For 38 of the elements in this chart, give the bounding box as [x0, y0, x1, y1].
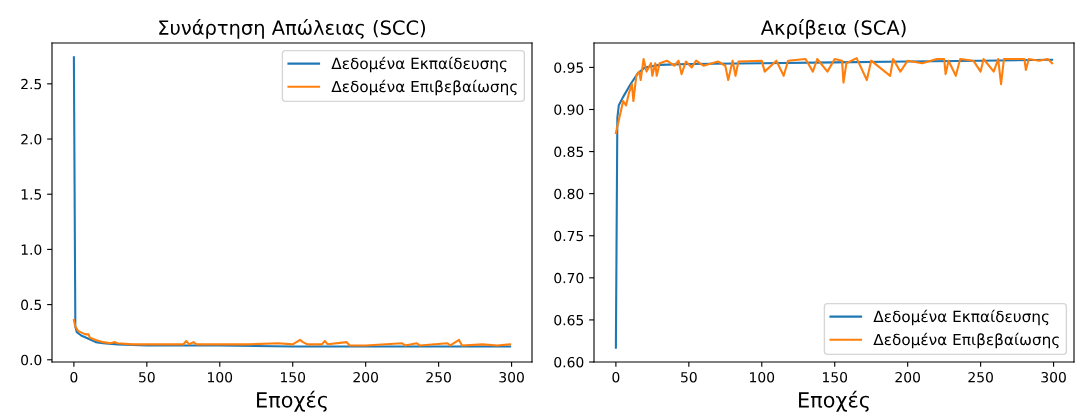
y-tick-label: 0.90: [554, 104, 584, 115]
legend-label: Δεδομένα Εκπαίδευσης: [873, 309, 1049, 326]
line-series: [614, 57, 1054, 135]
x-tick-label: 300: [1041, 371, 1066, 383]
legend-label: Δεδομένα Επιβεβαίωσης: [873, 332, 1059, 349]
y-tick-label: 0.85: [554, 146, 584, 158]
x-axis-title: Εποχές: [257, 390, 327, 412]
x-tick-label: 0: [612, 371, 620, 383]
x-tick-label: 300: [499, 371, 524, 383]
x-axis-title: Εποχές: [799, 390, 869, 412]
y-tick-label: 2.5: [21, 78, 42, 90]
legend-label: Δεδομένα Εκπαίδευσης: [331, 56, 507, 73]
y-tick-label: 0.0: [21, 354, 42, 366]
x-tick-label: 200: [353, 371, 379, 383]
y-tick-label: 0.75: [554, 230, 584, 242]
x-tick-label: 150: [281, 371, 306, 383]
line-series: [72, 319, 512, 347]
chart-title: Ακρίβεια (SCA): [760, 19, 906, 39]
x-tick-label: 250: [426, 371, 451, 383]
y-tick-label: 0.65: [554, 314, 584, 326]
x-tick-label: 150: [823, 371, 848, 383]
legend-label: Δεδομένα Επιβεβαίωσης: [331, 79, 517, 96]
y-tick-label: 2.0: [21, 134, 42, 145]
x-tick-label: 50: [139, 371, 155, 383]
x-tick-label: 100: [208, 371, 233, 383]
x-tick-label: 50: [681, 371, 697, 383]
x-tick-label: 0: [70, 371, 78, 383]
y-tick-label: 0.80: [554, 188, 584, 200]
y-tick-label: 1.0: [21, 244, 42, 255]
y-tick-label: 1.5: [21, 189, 42, 200]
x-tick-label: 100: [750, 371, 775, 383]
chart-title: Συνάρτηση Απώλειας (SCC): [159, 19, 426, 39]
y-tick-label: 0.5: [21, 299, 42, 311]
y-tick-label: 0.95: [554, 62, 584, 73]
y-tick-label: 0.70: [554, 272, 584, 284]
y-tick-label: 0.60: [554, 356, 584, 368]
x-tick-label: 250: [968, 371, 993, 383]
x-tick-label: 200: [895, 371, 921, 383]
